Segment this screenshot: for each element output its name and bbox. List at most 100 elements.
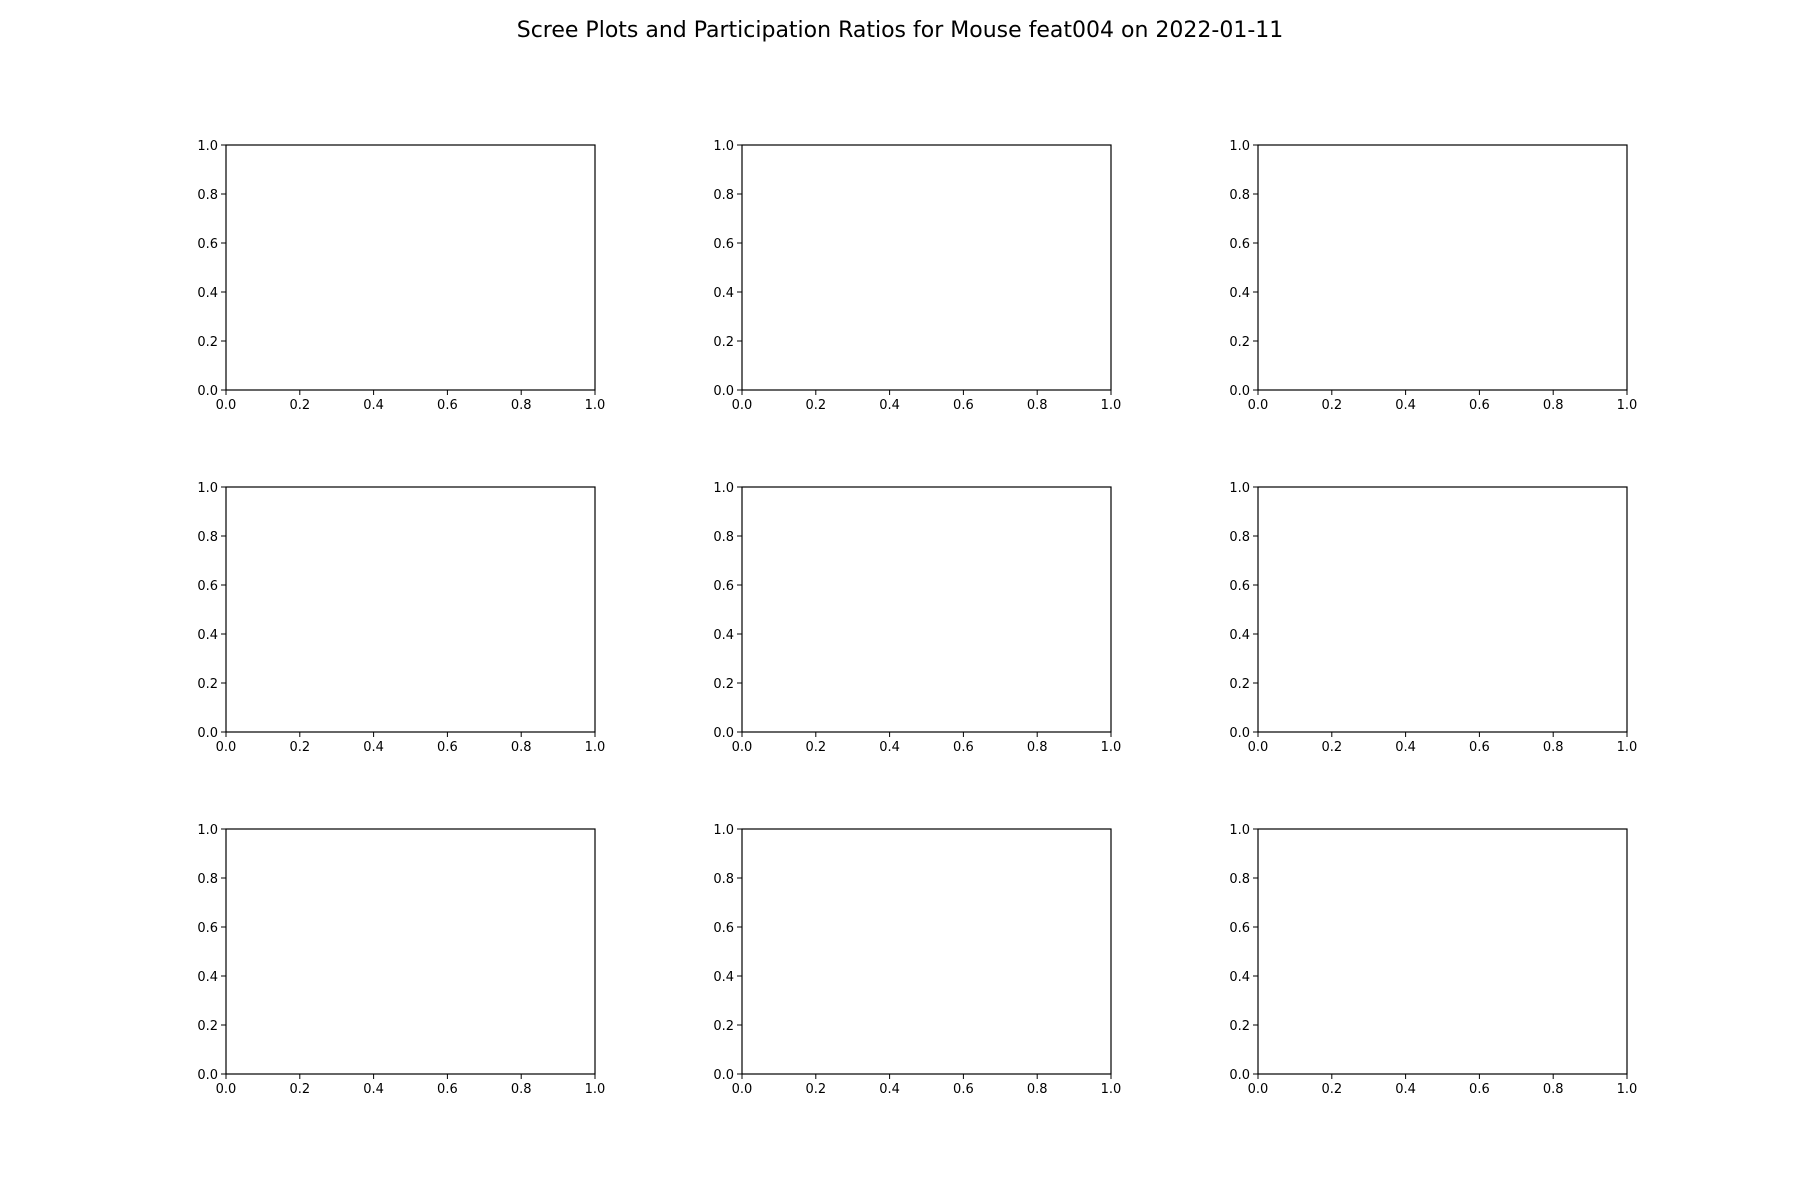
y-tick-label: 0.4 xyxy=(197,286,218,301)
y-tick-label: 0.4 xyxy=(1229,628,1250,643)
x-tick-label: 0.6 xyxy=(437,398,458,413)
x-tick-label: 0.6 xyxy=(437,740,458,755)
x-tick-label: 0.0 xyxy=(216,1082,237,1097)
y-tick-label: 0.0 xyxy=(1229,1068,1250,1083)
y-tick-label: 0.4 xyxy=(713,970,734,985)
subplot-1-3: 0.0 0.2 0.4 0.6 0.8 1.0 0.0 0.2 0.4 0.6 0.8 1.0 xyxy=(1229,139,1637,413)
y-tick-label: 0.8 xyxy=(197,872,218,887)
y-tick-label: 1.0 xyxy=(1229,139,1250,154)
figure-title: Scree Plots and Participation Ratios for… xyxy=(516,18,1284,43)
x-tick-label: 0.4 xyxy=(363,1082,384,1097)
x-tick-label: 0.6 xyxy=(1469,398,1490,413)
x-tick-label: 0.8 xyxy=(511,740,532,755)
y-tick-label: 0.8 xyxy=(197,530,218,545)
x-tick-label: 0.0 xyxy=(732,398,753,413)
axes-frame xyxy=(225,828,596,1075)
x-tick-label: 1.0 xyxy=(1617,740,1638,755)
y-tick-label: 0.0 xyxy=(197,726,218,741)
y-tick-label: 0.4 xyxy=(1229,286,1250,301)
subplot-3-1: 0.0 0.2 0.4 0.6 0.8 1.0 0.0 0.2 0.4 0.6 0.8 1.0 xyxy=(197,823,605,1097)
y-tick-label: 0.2 xyxy=(197,335,218,350)
y-tick-label: 0.6 xyxy=(197,579,218,594)
x-tick-label: 0.6 xyxy=(953,1082,974,1097)
y-tick-label: 0.2 xyxy=(1229,677,1250,692)
subplot-2-1: 0.0 0.2 0.4 0.6 0.8 1.0 0.0 0.2 0.4 0.6 0.8 1.0 xyxy=(197,481,605,755)
y-tick-label: 0.0 xyxy=(713,1068,734,1083)
y-tick-label: 0.6 xyxy=(713,579,734,594)
x-tick-label: 0.6 xyxy=(437,1082,458,1097)
x-tick-label: 0.8 xyxy=(511,398,532,413)
axes-frame xyxy=(1257,144,1628,391)
x-tick-label: 0.8 xyxy=(1543,1082,1564,1097)
x-tick-label: 0.8 xyxy=(1543,398,1564,413)
x-tick-label: 0.2 xyxy=(805,398,826,413)
y-tick-label: 0.8 xyxy=(1229,188,1250,203)
axes-frame xyxy=(225,144,596,391)
axes-frame xyxy=(225,486,596,733)
subplot-2-3: 0.0 0.2 0.4 0.6 0.8 1.0 0.0 0.2 0.4 0.6 0.8 1.0 xyxy=(1229,481,1637,755)
x-tick-label: 0.2 xyxy=(1321,740,1342,755)
y-tick-label: 0.8 xyxy=(1229,530,1250,545)
axes-frame xyxy=(741,144,1112,391)
y-tick-label: 1.0 xyxy=(1229,481,1250,496)
x-tick-label: 1.0 xyxy=(1617,1082,1638,1097)
y-tick-label: 0.0 xyxy=(197,384,218,399)
y-tick-label: 0.4 xyxy=(197,970,218,985)
x-tick-label: 0.2 xyxy=(289,398,310,413)
subplot-1-2: 0.0 0.2 0.4 0.6 0.8 1.0 0.0 0.2 0.4 0.6 0.8 1.0 xyxy=(713,139,1121,413)
axes-frame xyxy=(741,828,1112,1075)
y-tick-label: 0.2 xyxy=(1229,1019,1250,1034)
y-tick-label: 0.0 xyxy=(1229,384,1250,399)
x-tick-label: 0.2 xyxy=(289,1082,310,1097)
x-tick-label: 0.2 xyxy=(805,1082,826,1097)
y-tick-label: 0.8 xyxy=(713,188,734,203)
x-tick-label: 0.0 xyxy=(216,740,237,755)
y-tick-label: 0.8 xyxy=(1229,872,1250,887)
y-tick-label: 0.6 xyxy=(1229,237,1250,252)
x-tick-label: 0.8 xyxy=(511,1082,532,1097)
x-tick-label: 0.0 xyxy=(1248,740,1269,755)
y-tick-label: 0.6 xyxy=(1229,579,1250,594)
subplot-1-1: 0.0 0.2 0.4 0.6 0.8 1.0 0.0 0.2 0.4 0.6 0.8 1.0 xyxy=(197,139,605,413)
x-tick-label: 0.6 xyxy=(953,740,974,755)
y-tick-label: 0.4 xyxy=(713,286,734,301)
axes-frame xyxy=(741,486,1112,733)
x-tick-label: 1.0 xyxy=(585,398,606,413)
x-tick-label: 0.0 xyxy=(1248,1082,1269,1097)
x-tick-label: 0.4 xyxy=(879,1082,900,1097)
y-tick-label: 0.2 xyxy=(713,1019,734,1034)
x-tick-label: 0.4 xyxy=(363,740,384,755)
x-tick-label: 0.6 xyxy=(953,398,974,413)
x-tick-label: 1.0 xyxy=(1101,398,1122,413)
y-tick-label: 0.2 xyxy=(197,1019,218,1034)
y-tick-label: 0.4 xyxy=(1229,970,1250,985)
y-tick-label: 0.2 xyxy=(713,335,734,350)
y-tick-label: 0.6 xyxy=(713,921,734,936)
x-tick-label: 1.0 xyxy=(1101,1082,1122,1097)
x-tick-label: 0.2 xyxy=(1321,398,1342,413)
x-tick-label: 1.0 xyxy=(1101,740,1122,755)
x-tick-label: 0.0 xyxy=(732,1082,753,1097)
y-tick-label: 1.0 xyxy=(713,823,734,838)
y-tick-label: 0.2 xyxy=(1229,335,1250,350)
x-tick-label: 0.4 xyxy=(1395,740,1416,755)
axes-frame xyxy=(1257,828,1628,1075)
y-tick-label: 0.0 xyxy=(197,1068,218,1083)
y-tick-label: 1.0 xyxy=(197,823,218,838)
y-tick-label: 0.0 xyxy=(1229,726,1250,741)
x-tick-label: 0.4 xyxy=(879,740,900,755)
y-tick-label: 0.6 xyxy=(197,921,218,936)
x-tick-label: 0.0 xyxy=(732,740,753,755)
y-tick-label: 1.0 xyxy=(1229,823,1250,838)
x-tick-label: 0.8 xyxy=(1027,740,1048,755)
x-tick-label: 1.0 xyxy=(585,1082,606,1097)
x-tick-label: 0.4 xyxy=(1395,1082,1416,1097)
x-tick-label: 0.8 xyxy=(1027,1082,1048,1097)
y-tick-label: 0.8 xyxy=(713,530,734,545)
y-tick-label: 0.6 xyxy=(197,237,218,252)
subplot-3-3: 0.0 0.2 0.4 0.6 0.8 1.0 0.0 0.2 0.4 0.6 0.8 1.0 xyxy=(1229,823,1637,1097)
y-tick-label: 0.6 xyxy=(1229,921,1250,936)
y-tick-label: 0.0 xyxy=(713,726,734,741)
subplot-2-2: 0.0 0.2 0.4 0.6 0.8 1.0 0.0 0.2 0.4 0.6 0.8 1.0 xyxy=(713,481,1121,755)
